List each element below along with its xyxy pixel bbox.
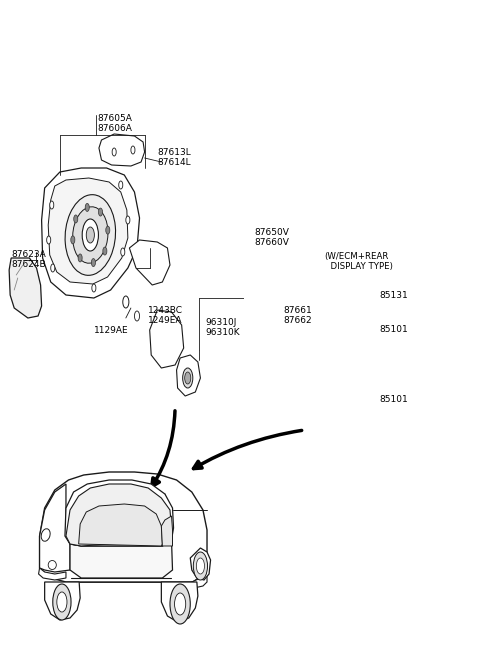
Circle shape: [53, 584, 71, 620]
Circle shape: [121, 248, 125, 256]
Text: 85131: 85131: [380, 291, 408, 300]
Circle shape: [183, 368, 193, 388]
Circle shape: [131, 146, 135, 154]
Circle shape: [363, 374, 371, 390]
Polygon shape: [42, 168, 140, 298]
Text: 85101: 85101: [380, 325, 408, 335]
Circle shape: [175, 593, 186, 615]
Circle shape: [51, 264, 55, 272]
Text: 87613L
87614L: 87613L 87614L: [157, 148, 191, 167]
Polygon shape: [70, 540, 172, 578]
Circle shape: [123, 296, 129, 308]
Circle shape: [126, 216, 130, 224]
Text: (W/ECM+REAR
  DISPLAY TYPE): (W/ECM+REAR DISPLAY TYPE): [325, 252, 393, 272]
Text: 87650V
87660V: 87650V 87660V: [255, 228, 289, 247]
Circle shape: [47, 236, 51, 244]
Text: 85101: 85101: [380, 396, 408, 405]
Circle shape: [185, 372, 191, 384]
Circle shape: [91, 258, 96, 266]
Circle shape: [74, 215, 78, 223]
Circle shape: [85, 203, 89, 211]
Bar: [322, 248, 436, 393]
Polygon shape: [161, 582, 198, 622]
Text: 1129AE: 1129AE: [95, 326, 129, 335]
Circle shape: [92, 284, 96, 292]
Polygon shape: [183, 575, 207, 588]
Circle shape: [71, 236, 75, 244]
Polygon shape: [66, 484, 171, 546]
Ellipse shape: [72, 207, 108, 263]
Polygon shape: [38, 568, 66, 580]
Ellipse shape: [65, 195, 116, 276]
Text: 1243BC
1249EA: 1243BC 1249EA: [148, 306, 183, 325]
Polygon shape: [290, 380, 361, 426]
Circle shape: [379, 298, 386, 312]
Circle shape: [112, 148, 116, 156]
Circle shape: [119, 181, 123, 189]
Circle shape: [106, 226, 110, 234]
Text: 87623A
87624B: 87623A 87624B: [11, 250, 46, 270]
Polygon shape: [9, 258, 42, 318]
Circle shape: [98, 208, 103, 216]
Polygon shape: [177, 355, 201, 396]
Circle shape: [50, 201, 54, 209]
Bar: [357, 374, 364, 390]
Circle shape: [170, 584, 190, 624]
Ellipse shape: [41, 529, 50, 541]
Polygon shape: [48, 178, 128, 284]
Polygon shape: [150, 310, 184, 368]
Circle shape: [82, 219, 98, 251]
Circle shape: [134, 311, 140, 321]
Text: 96310J
96310K: 96310J 96310K: [205, 318, 240, 337]
Polygon shape: [99, 134, 144, 166]
Polygon shape: [190, 548, 211, 580]
Polygon shape: [79, 504, 162, 546]
Polygon shape: [45, 582, 80, 620]
Ellipse shape: [48, 560, 56, 569]
Circle shape: [57, 592, 67, 612]
Circle shape: [78, 254, 82, 262]
Text: 87661
87662: 87661 87662: [283, 306, 312, 325]
Circle shape: [103, 247, 107, 255]
Polygon shape: [65, 480, 174, 546]
Circle shape: [196, 558, 204, 574]
Text: 87605A
87606A: 87605A 87606A: [97, 114, 132, 133]
Polygon shape: [161, 516, 172, 546]
Polygon shape: [326, 302, 378, 340]
Polygon shape: [39, 472, 207, 582]
Circle shape: [193, 552, 207, 580]
Bar: [373, 296, 380, 310]
Circle shape: [86, 227, 95, 243]
Polygon shape: [130, 240, 170, 285]
Polygon shape: [39, 484, 70, 572]
